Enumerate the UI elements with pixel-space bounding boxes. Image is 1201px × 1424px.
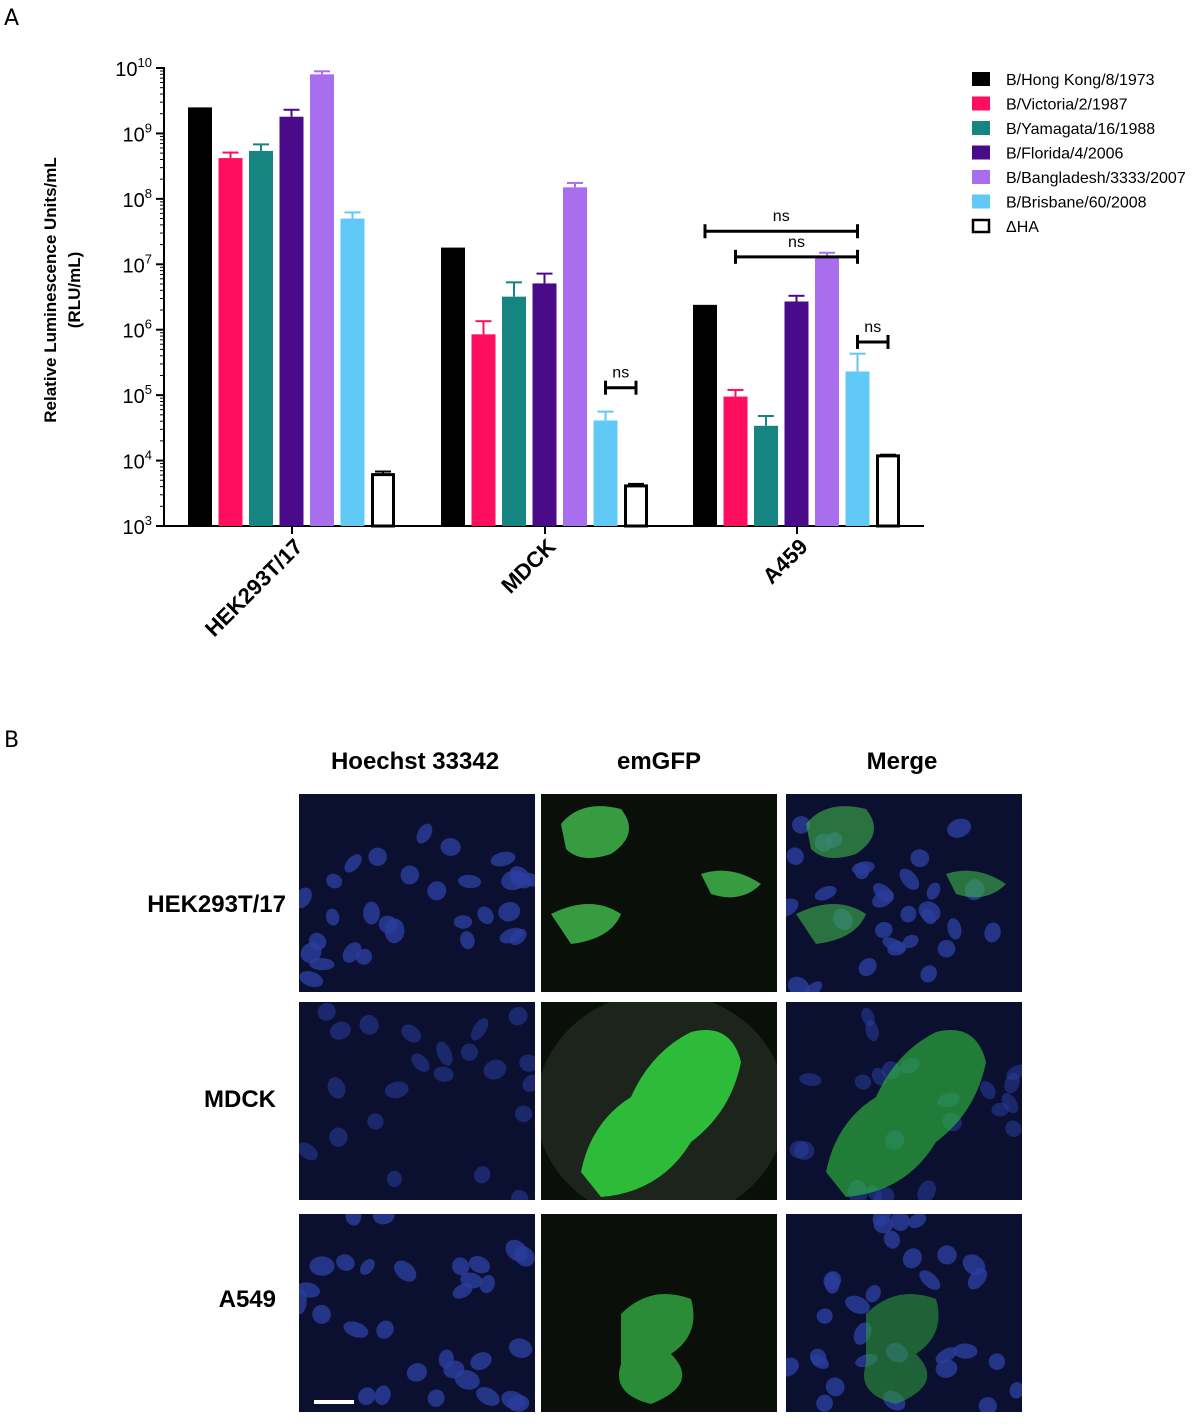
y-tick-label: 106 xyxy=(123,317,152,343)
legend-label: B/Brisbane/60/2008 xyxy=(1006,195,1147,212)
significance-label: ns xyxy=(773,208,790,225)
x-tick-label: MDCK xyxy=(496,534,560,598)
bar xyxy=(754,425,778,526)
micrograph-row2-col1 xyxy=(299,1002,535,1200)
row-header-a549: A549 xyxy=(218,1286,276,1313)
significance-label: ns xyxy=(612,365,629,382)
bar xyxy=(502,296,526,526)
micrograph-row1-col2 xyxy=(541,794,777,992)
bar xyxy=(693,304,717,526)
legend-label: B/Yamagata/16/1988 xyxy=(1006,121,1155,138)
bar xyxy=(249,150,273,526)
y-tick-label: 103 xyxy=(123,513,152,539)
legend-swatch xyxy=(972,96,990,111)
bar xyxy=(784,301,809,526)
significance-label: ns xyxy=(864,319,881,336)
bar xyxy=(371,473,395,528)
bar xyxy=(471,334,496,526)
row-header-mdck: MDCK xyxy=(204,1086,276,1113)
panel-a-letter: A xyxy=(4,6,20,31)
bar xyxy=(188,107,212,527)
bar-chart: 103 104 105 106 107 108 109 1010 Relative Lumine… xyxy=(41,55,1186,642)
row-header-hek293t: HEK293T/17 xyxy=(147,891,286,918)
panel-b-letter: B xyxy=(4,728,20,753)
column-header-merge: Merge xyxy=(866,748,938,775)
bar xyxy=(624,484,648,528)
column-header-emgfp: emGFP xyxy=(616,748,702,775)
y-axis-title: Relative Luminescence Units/mL xyxy=(41,157,60,422)
y-tick-label: 1010 xyxy=(115,55,152,81)
bar xyxy=(563,187,587,526)
bar xyxy=(340,218,365,526)
bar xyxy=(723,396,748,526)
legend-swatch xyxy=(972,145,990,160)
micrograph-row2-col2 xyxy=(541,1002,777,1200)
bar xyxy=(441,247,465,526)
x-tick-label: HEK293T/17 xyxy=(200,534,308,642)
y-axis-title-units: (RLU/mL) xyxy=(65,252,84,328)
bar xyxy=(310,74,334,526)
scale-bar xyxy=(314,1400,354,1404)
y-tick-label: 105 xyxy=(123,382,152,408)
column-header-hoechst: Hoechst 33342 xyxy=(330,748,500,775)
legend-label: B/Bangladesh/3333/2007 xyxy=(1006,170,1186,187)
bar xyxy=(532,283,557,526)
bar xyxy=(593,420,618,526)
bar xyxy=(876,454,900,528)
legend-swatch xyxy=(971,218,991,234)
legend-swatch xyxy=(972,72,990,86)
legend-swatch xyxy=(972,121,990,135)
micrograph-row1-col1 xyxy=(299,794,535,992)
legend-swatch xyxy=(972,170,990,184)
legend-label: B/Florida/4/2006 xyxy=(1006,146,1124,163)
bar xyxy=(815,256,839,526)
micrograph-row2-col3 xyxy=(786,1002,1022,1200)
bar xyxy=(218,158,243,526)
legend-swatch xyxy=(972,194,990,209)
legend-label: B/Hong Kong/8/1973 xyxy=(1006,72,1155,89)
bar xyxy=(279,116,304,527)
x-tick-label: A459 xyxy=(758,534,813,589)
legend-label: ΔHA xyxy=(1006,219,1039,236)
bar xyxy=(845,371,870,526)
y-tick-label: 107 xyxy=(123,251,152,277)
y-tick-label: 109 xyxy=(123,120,152,146)
legend-label: B/Victoria/2/1987 xyxy=(1006,97,1128,114)
micrograph-row3-col2 xyxy=(541,1214,777,1412)
y-tick-label: 104 xyxy=(123,448,152,474)
y-tick-label: 108 xyxy=(123,186,152,212)
micrograph-row3-col1 xyxy=(299,1214,535,1412)
micrograph-row1-col3 xyxy=(786,794,1022,992)
significance-label: ns xyxy=(788,234,805,251)
micrograph-row3-col3 xyxy=(786,1214,1022,1412)
